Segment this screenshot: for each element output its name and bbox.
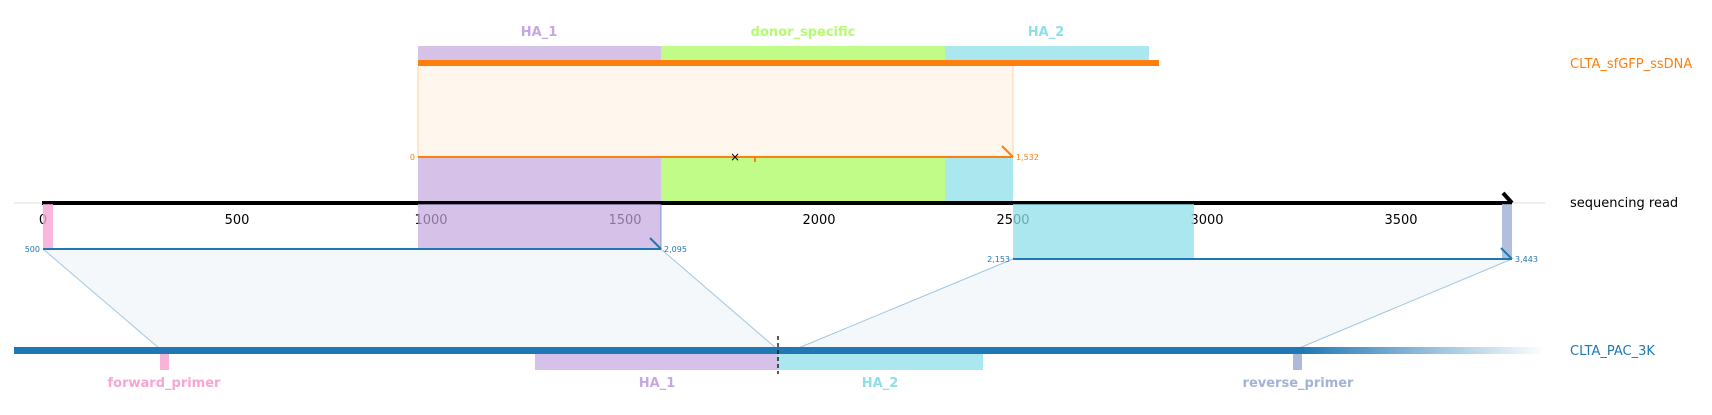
ref2-end-label: 3,443 xyxy=(1515,255,1538,264)
bottom-rev-primer-bar xyxy=(1293,354,1302,370)
tick-label: 500 xyxy=(225,213,250,228)
ref1-end-label: 2,095 xyxy=(664,245,687,254)
read-ha2-fill xyxy=(945,157,1013,202)
bottom-ha1-label: HA_1 xyxy=(639,376,676,391)
read-ha1-fill xyxy=(418,157,661,202)
read-target-name: sequencing read xyxy=(1570,196,1678,211)
top-donor-label: donor_specific xyxy=(751,25,856,40)
read-ha2-lower-fill xyxy=(1013,204,1194,259)
bottom-fwd-primer-bar xyxy=(160,354,169,370)
tick-label: 2000 xyxy=(802,213,835,228)
ref-target-fade xyxy=(1300,347,1545,354)
ref2-start-label: 2,153 xyxy=(987,255,1010,264)
top-donor-bar xyxy=(661,46,945,62)
ssdna-start-label: 0 xyxy=(410,153,415,162)
bottom-ha2-label: HA_2 xyxy=(862,376,899,391)
ssdna-target-name: CLTA_sfGFP_ssDNA xyxy=(1570,57,1692,72)
bottom-ha1-bar xyxy=(535,354,778,370)
ref1-start-label: 500 xyxy=(25,245,40,254)
ref-target-name: CLTA_PAC_3K xyxy=(1570,344,1655,359)
mismatch-marker: × xyxy=(730,150,740,164)
read-fwd-primer-fill xyxy=(43,204,53,249)
read-donor-fill xyxy=(661,157,945,202)
bottom-ha2-bar xyxy=(778,354,983,370)
ref-alignment-2-region xyxy=(796,259,1512,349)
bottom-fwd-primer-label: forward_primer xyxy=(108,376,222,391)
ref-alignment-1-region xyxy=(43,249,777,349)
ssdna-target-line xyxy=(418,60,1159,66)
ref-target-line xyxy=(14,347,1304,354)
bottom-rev-primer-label: reverse_primer xyxy=(1243,376,1355,391)
read-ha1-lower-fill xyxy=(418,204,661,249)
top-ha1-label: HA_1 xyxy=(521,25,558,40)
tick-label: 3000 xyxy=(1190,213,1223,228)
read-rev-primer-fill xyxy=(1502,204,1512,259)
ssdna-end-label: 1,532 xyxy=(1016,153,1039,162)
tick-label: 3500 xyxy=(1384,213,1417,228)
top-ha2-label: HA_2 xyxy=(1028,25,1065,40)
top-ha1-bar xyxy=(418,46,661,62)
top-ha2-bar xyxy=(945,46,1149,62)
ssdna-alignment-region xyxy=(418,66,1013,157)
